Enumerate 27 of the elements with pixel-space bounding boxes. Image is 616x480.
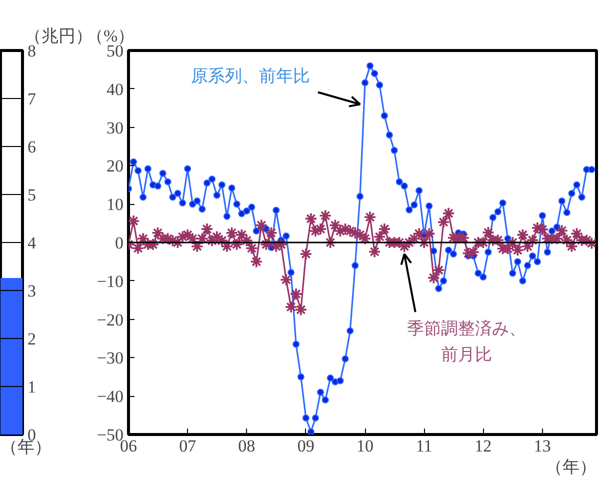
y-tick-label: 4 [28,234,36,252]
x-axis-title: （年） [546,458,596,476]
y-tick-label: 6 [28,138,36,156]
y-tick-label: −10 [96,272,124,291]
x-tick-label: 07 [179,436,197,456]
x-tick-label: 13 [534,436,551,456]
y-tick-label: 30 [106,118,124,138]
y-tick-label: 5 [28,186,36,204]
y-tick-label: −40 [96,387,124,406]
y-tick-label: 20 [106,156,124,176]
y-tick-label: 2 [28,330,36,348]
y-tick-label: 40 [106,80,124,99]
annotation: 季節調整済み、前月比 [406,319,526,366]
y-tick-label: −20 [96,310,124,330]
x-tick-label: 08 [238,436,256,456]
annotation: 原系列、前年比 [190,66,310,86]
x-tick-label: 09 [297,436,314,456]
y-tick-label: 3 [28,282,36,300]
y-tick-label: 1 [28,378,36,396]
x-tick-label: 12 [474,436,492,456]
x-tick-label: 10 [356,436,374,456]
y-tick-label: −30 [96,348,124,368]
y-tick-label: 7 [28,90,36,108]
y-tick-label: 0 [115,234,124,252]
x-tick-label: 11 [416,436,432,456]
y-tick-label: 10 [106,195,124,214]
y-tick-label: 0 [28,426,36,444]
